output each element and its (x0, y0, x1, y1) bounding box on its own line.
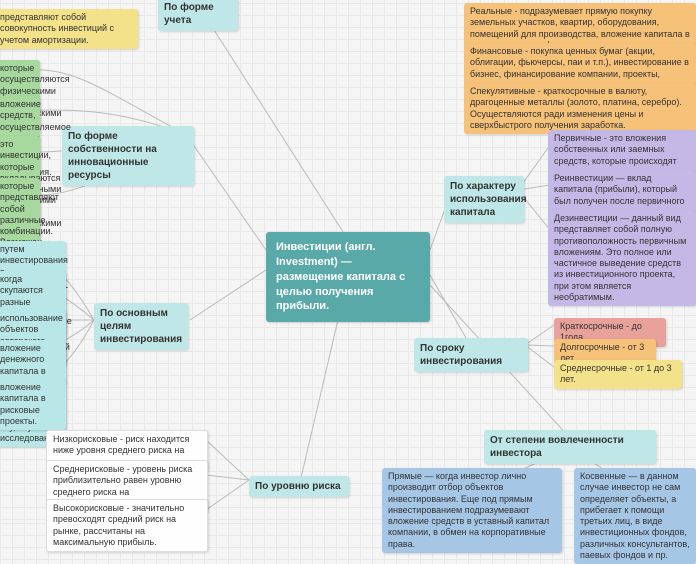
cat-by-goals[interactable]: По основным целям инвестирования (94, 303, 188, 350)
cat-by-term[interactable]: По сроку инвестирования (414, 338, 528, 372)
leaf-high-risk[interactable]: Высокорисковые - значительно превосходят… (46, 499, 208, 552)
cat-by-usage[interactable]: По характеру использования капитала (444, 176, 524, 223)
cat-by-ownership[interactable]: По форме собственности на инновационные … (62, 126, 194, 186)
cat-by-accounting[interactable]: По форме учета (158, 0, 238, 31)
cat-by-risk[interactable]: По уровню риска (249, 476, 349, 497)
leaf-involve-direct[interactable]: Прямые — когда инвестор лично производит… (382, 468, 562, 553)
leaf-mid-term[interactable]: Среднесрочные - от 1 до 3 лет. (554, 360, 682, 389)
center-topic[interactable]: Инвестиции (англ. Investment) — размещен… (266, 232, 430, 322)
leaf-venture[interactable]: вложение капитала в рисковые проекты. (0, 379, 66, 430)
cat-by-involvement[interactable]: От степени вовлеченности инвестора (484, 430, 656, 464)
center-topic-text: Инвестиции (англ. Investment) — размещен… (276, 241, 405, 312)
leaf-valovye[interactable]: представляют собой совокупность инвестиц… (0, 9, 138, 49)
leaf-speculative[interactable]: Спекулятивные - краткосрочные в валюту, … (464, 83, 696, 134)
leaf-involve-indirect[interactable]: Косвенные — в данном случае инвестор не … (574, 468, 696, 564)
leaf-deinvest[interactable]: Дезинвестиции — данный вид представляет … (548, 210, 696, 306)
